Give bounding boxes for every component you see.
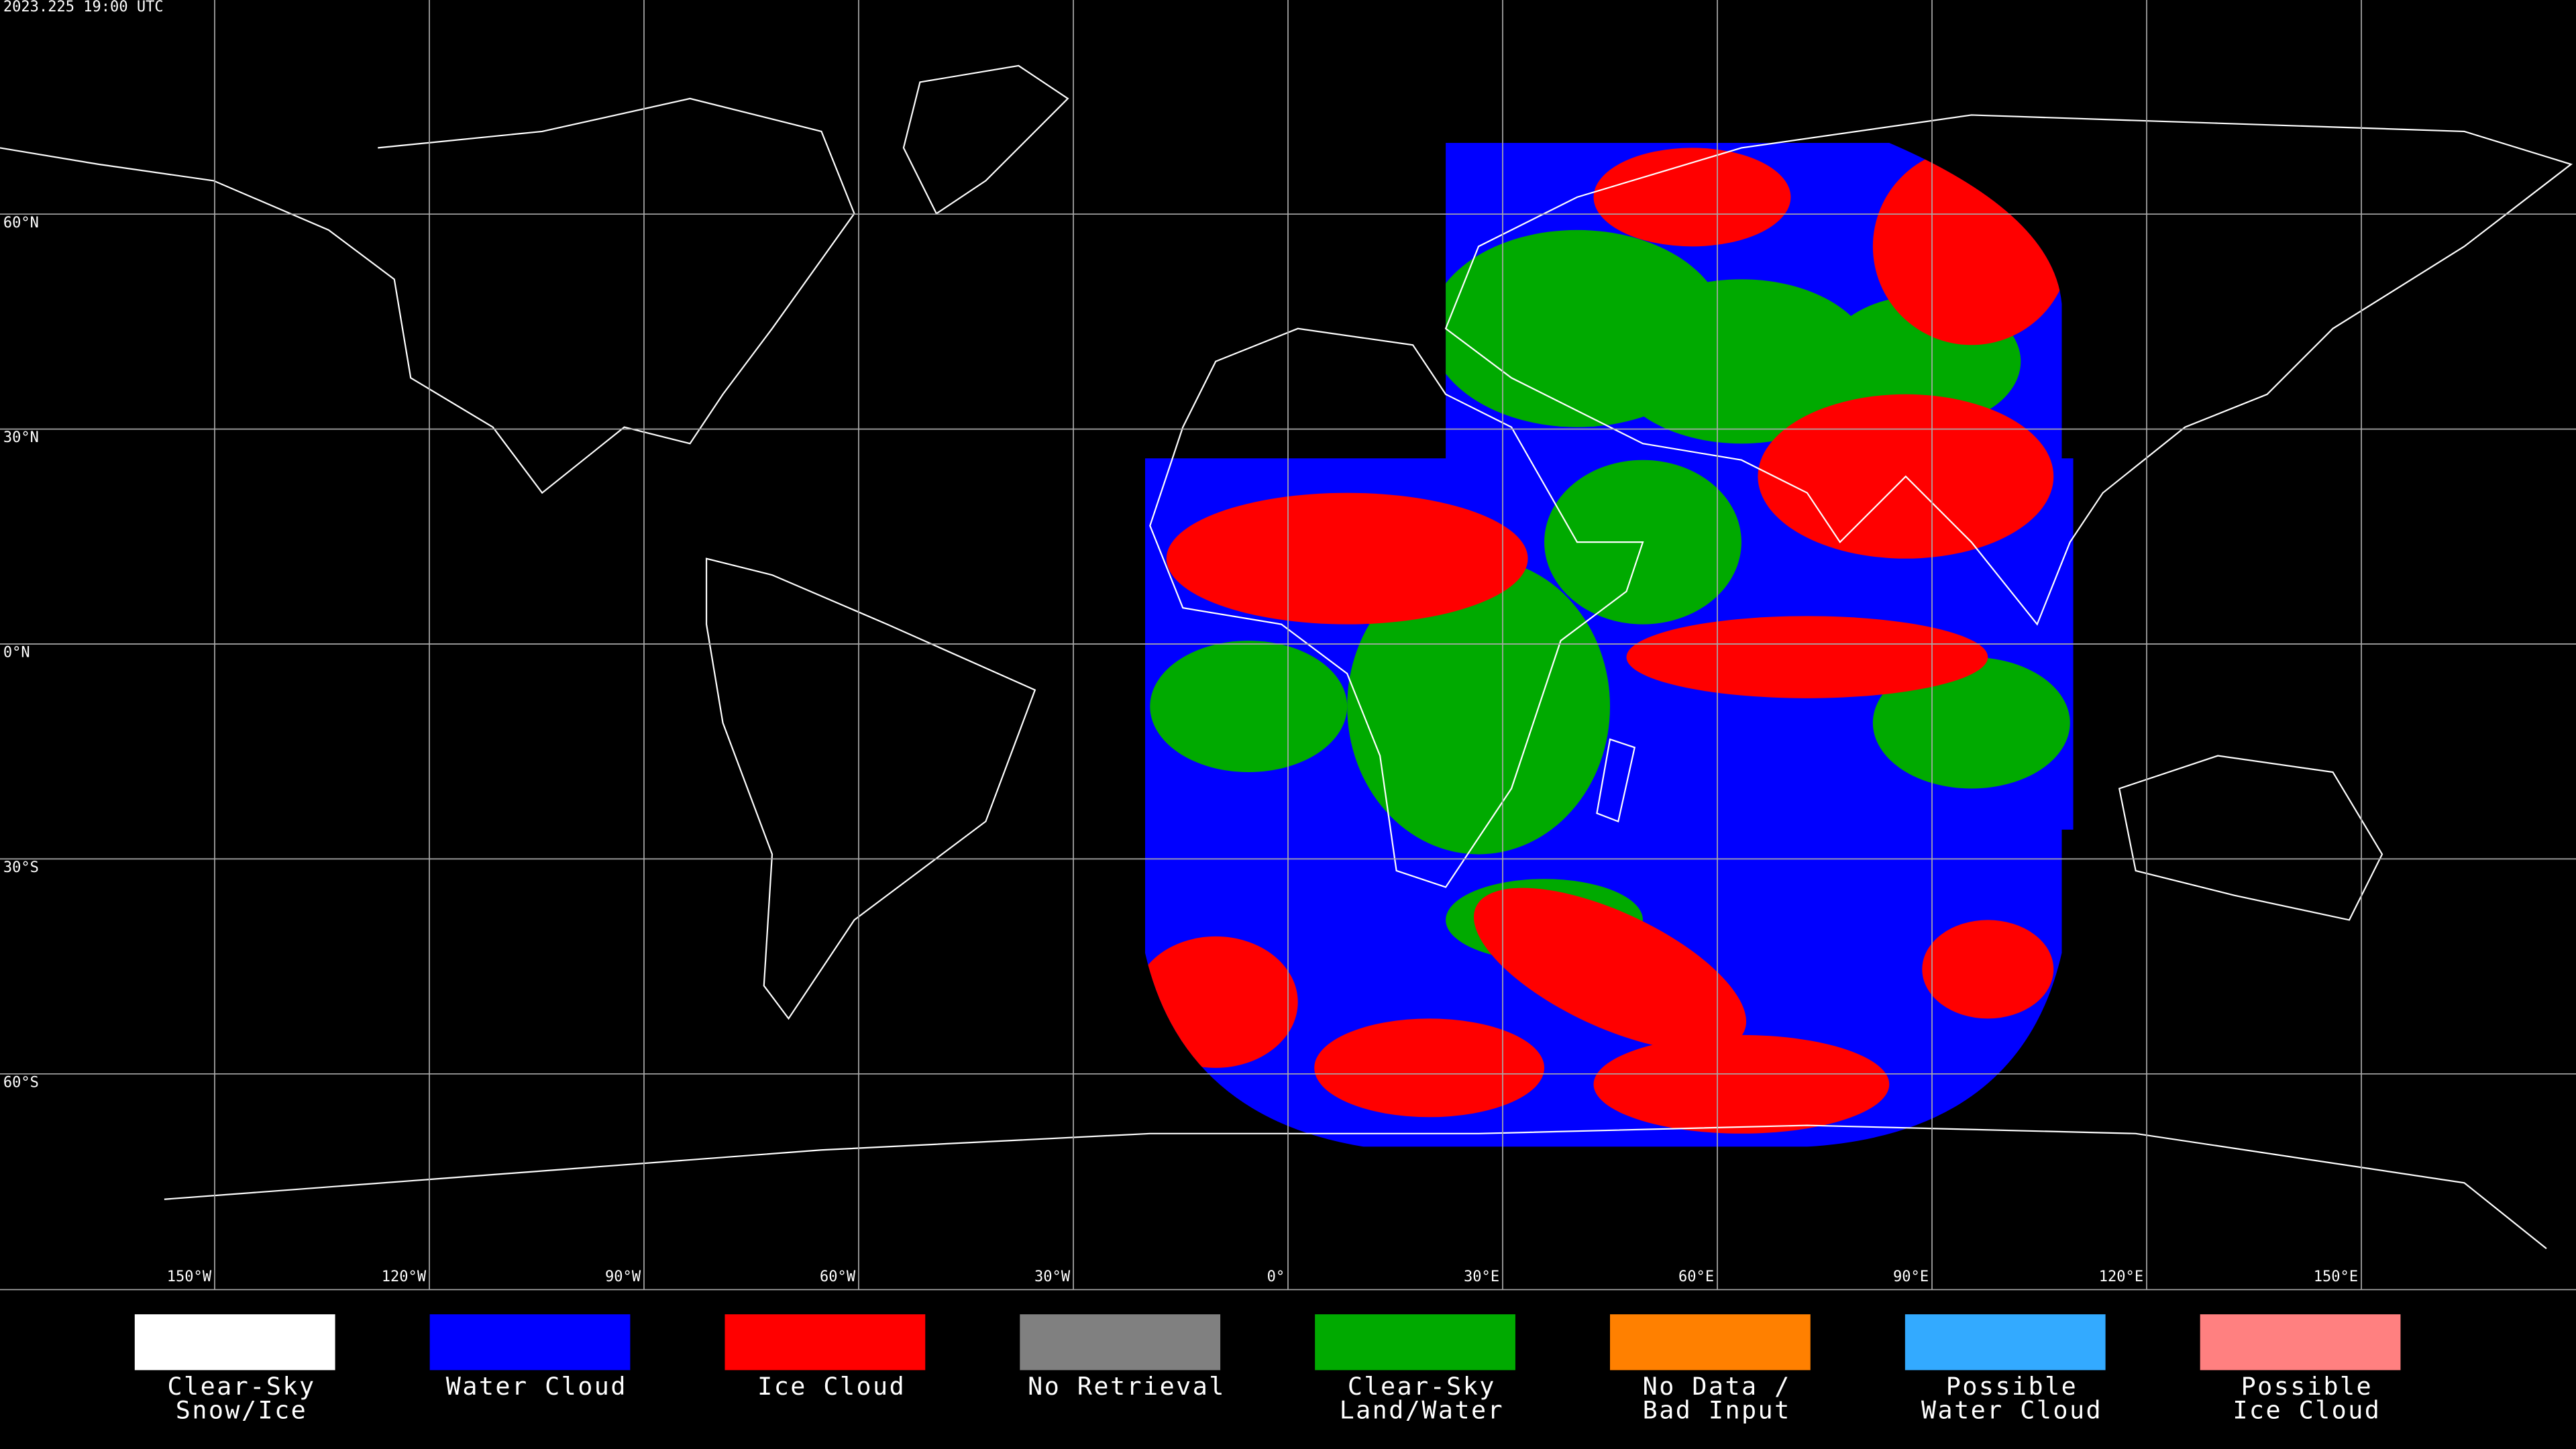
longitude-label: 0° bbox=[1267, 1269, 1285, 1285]
legend-label: Clear-Sky bbox=[168, 1372, 316, 1401]
legend-label: Ice Cloud bbox=[2233, 1396, 2381, 1425]
longitude-label: 30°E bbox=[1464, 1269, 1499, 1285]
legend-label: Water Cloud bbox=[446, 1372, 627, 1401]
graticule: 150°W 120°W 90°W 60°W 30°W 0° 30°E 60°E 90°E 120°… bbox=[0, 0, 2576, 1291]
longitude-label: 30°W bbox=[1034, 1269, 1071, 1285]
legend-label: Bad Input bbox=[1643, 1396, 1791, 1425]
longitude-label: 150°E bbox=[2314, 1269, 2358, 1285]
longitude-label: 90°W bbox=[605, 1269, 641, 1285]
legend-label: No Retrieval bbox=[1028, 1372, 1226, 1401]
legend-swatch bbox=[1904, 1314, 2106, 1371]
latitude-label: 0°N bbox=[3, 645, 30, 661]
longitude-label: 150°W bbox=[167, 1269, 212, 1285]
legend-label: Land/Water bbox=[1340, 1396, 1505, 1425]
legend-label: No Data / bbox=[1643, 1372, 1791, 1401]
legend-label: Possible bbox=[1946, 1372, 2078, 1401]
timestamp: 2023.225 19:00 UTC bbox=[3, 0, 164, 15]
legend-label: Snow/Ice bbox=[176, 1396, 307, 1425]
longitude-label: 90°E bbox=[1893, 1269, 1929, 1285]
legend-swatch bbox=[134, 1314, 335, 1371]
legend-label: Water Cloud bbox=[1921, 1396, 2102, 1425]
legend-label: Ice Cloud bbox=[757, 1372, 906, 1401]
latitude-label: 30°S bbox=[3, 859, 39, 876]
legend-label: Possible bbox=[2241, 1372, 2373, 1401]
legend-swatch bbox=[1610, 1314, 1811, 1371]
legend-swatch bbox=[724, 1314, 926, 1371]
longitude-label: 120°E bbox=[2099, 1269, 2143, 1285]
legend-swatch bbox=[2200, 1314, 2401, 1371]
latitude-label: 60°S bbox=[3, 1074, 39, 1091]
legend-swatch bbox=[1020, 1314, 1221, 1371]
latitude-label: 60°N bbox=[3, 215, 39, 231]
longitude-label: 120°W bbox=[382, 1269, 427, 1285]
legend-swatch bbox=[429, 1314, 631, 1371]
latitude-label: 30°N bbox=[3, 429, 39, 446]
legend-swatch bbox=[1315, 1314, 1515, 1371]
legend-label: Clear-Sky bbox=[1348, 1372, 1496, 1401]
coastlines bbox=[0, 64, 2573, 1250]
longitude-label: 60°E bbox=[1678, 1269, 1714, 1285]
longitude-label: 60°W bbox=[820, 1269, 856, 1285]
